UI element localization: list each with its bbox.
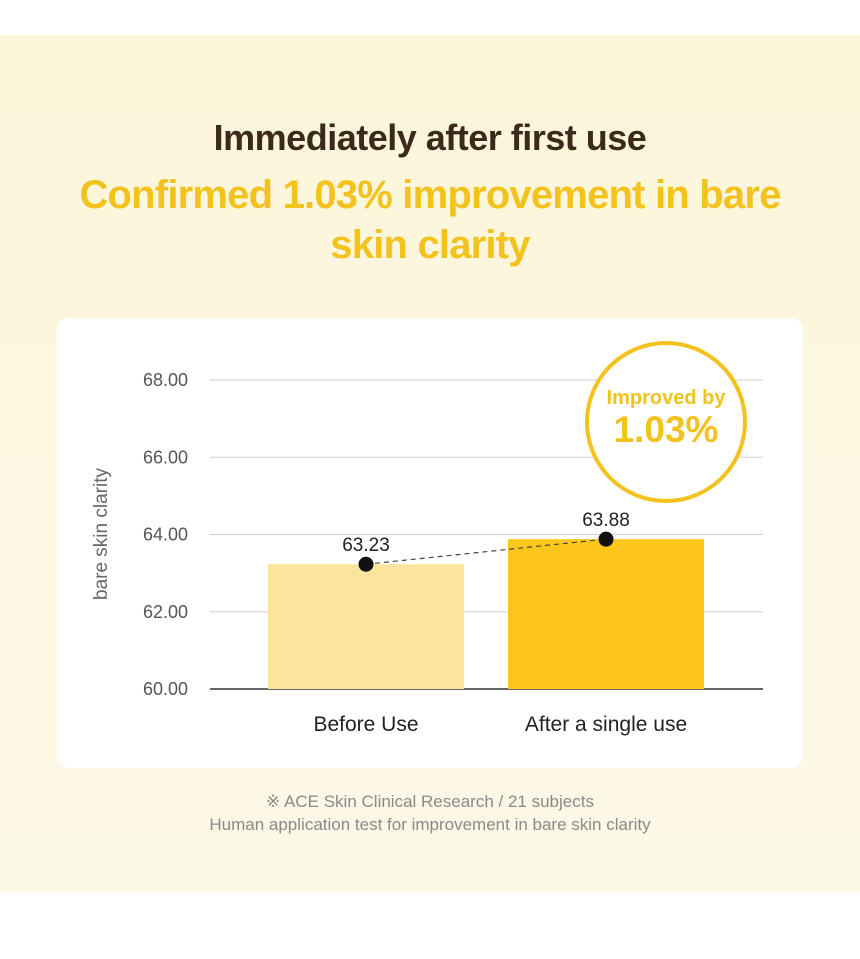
y-tick-label: 66.00 [143,447,188,467]
label-layer: bare skin clarity Before Use After a singl… [91,468,687,736]
bar-layer [268,539,704,689]
subheadline: Confirmed 1.03% improvement in bare skin… [79,173,781,267]
x-tick-label: After a single use [525,713,687,736]
badge-line2: 1.03% [614,409,719,450]
improvement-badge: Improved by 1.03% [585,341,747,503]
y-axis-label: bare skin clarity [91,468,112,600]
footnote-test: Human application test for improvement i… [209,815,651,834]
footnote-source: ※ ACE Skin Clinical Research / 21 subjec… [266,792,594,811]
badge-line1: Improved by [607,387,727,409]
data-label: 63.88 [582,510,630,531]
data-point [598,531,614,547]
y-tick-label: 64.00 [143,525,188,545]
chart-card: 60.00 62.00 64.00 66.00 68.00 bare skin clar… [57,318,803,768]
y-tick-label: 62.00 [143,602,188,622]
headline: Immediately after first use [213,117,647,158]
y-tick-label: 60.00 [143,679,188,699]
data-label: 63.23 [342,535,390,556]
connector-line [365,538,607,565]
data-point [358,556,374,572]
y-tick-label: 68.00 [143,370,188,390]
x-tick-label: Before Use [313,713,418,736]
bar-chart: 60.00 62.00 64.00 66.00 68.00 bare skin clar… [91,341,763,736]
bar [508,539,704,689]
grid-layer: 60.00 62.00 64.00 66.00 68.00 [143,370,763,699]
badge-circle [585,341,747,503]
bar [268,564,464,689]
